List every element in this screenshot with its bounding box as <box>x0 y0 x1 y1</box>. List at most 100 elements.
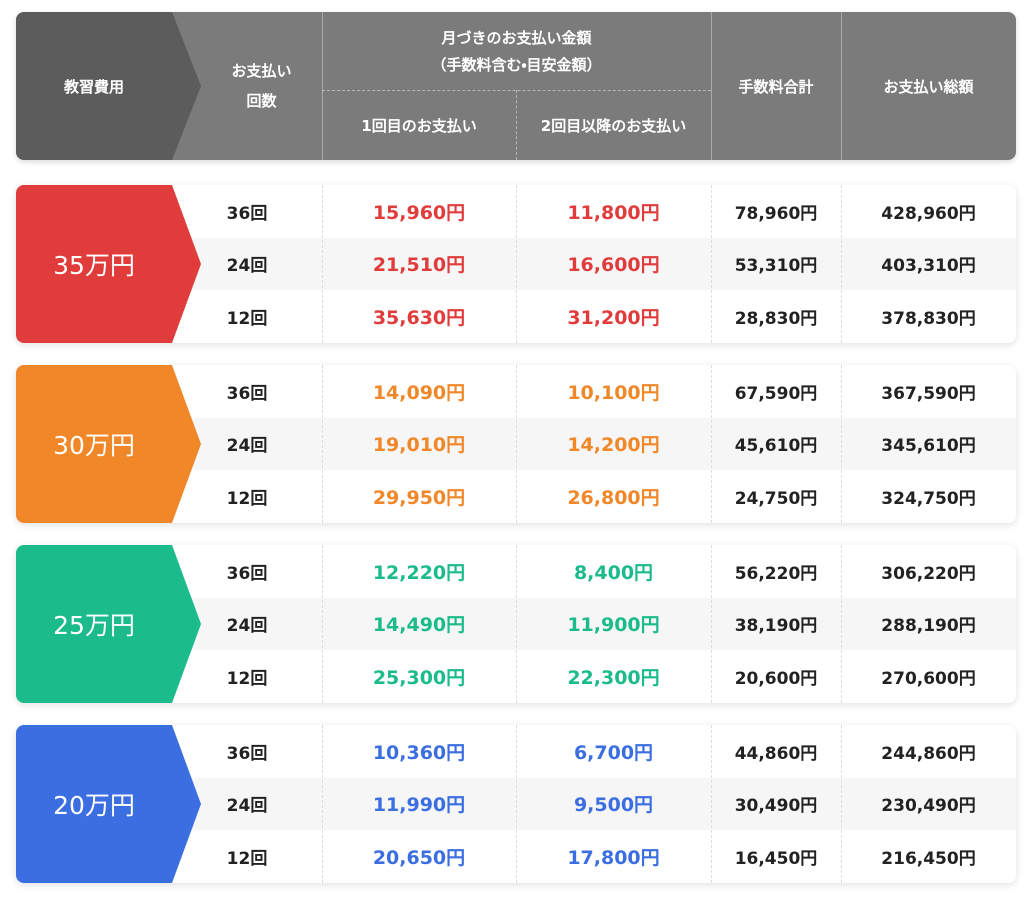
price-group: 36回 10,360円 6,700円 44,860円 244,860円 24回 11,990… <box>16 725 1016 883</box>
count: 12回 <box>226 308 268 329</box>
column-divider <box>711 545 712 703</box>
fee-total: 28,830円 <box>734 308 818 329</box>
column-divider <box>516 365 517 523</box>
grand-total: 345,610円 <box>881 436 976 457</box>
header-monthly: 月づきのお支払い金額 <box>441 28 592 47</box>
header-monthly-note: （手数料含む・目安金額） <box>431 55 602 74</box>
later-payment: 11,800円 <box>567 201 660 224</box>
group-label-bg <box>16 545 201 703</box>
later-payment: 16,600円 <box>567 254 660 277</box>
fee-total: 30,490円 <box>734 796 818 817</box>
first-payment: 14,490円 <box>372 614 466 637</box>
later-payment: 31,200円 <box>567 306 660 329</box>
header-later: 2回目以降のお支払い <box>540 116 687 135</box>
column-divider <box>516 545 517 703</box>
header-divider <box>841 12 842 160</box>
count: 12回 <box>226 848 268 869</box>
grand-total: 378,830円 <box>881 308 976 329</box>
fee-total: 20,600円 <box>734 668 818 689</box>
grand-total: 428,960円 <box>881 203 976 224</box>
first-payment: 15,960円 <box>372 201 466 224</box>
later-payment: 17,800円 <box>567 846 660 869</box>
first-payment: 21,510円 <box>372 254 466 277</box>
header-divider <box>322 90 711 91</box>
price-group: 36回 15,960円 11,800円 78,960円 428,960円 24回 21,51… <box>16 185 1016 343</box>
column-divider <box>711 365 712 523</box>
first-payment: 11,990円 <box>372 794 466 817</box>
fee-total: 38,190円 <box>734 616 818 637</box>
later-payment: 9,500円 <box>573 794 654 817</box>
first-payment: 20,650円 <box>372 846 466 869</box>
later-payment: 22,300円 <box>567 666 660 689</box>
group-label: 25万円 <box>53 611 135 640</box>
group-label-bg <box>16 365 201 523</box>
fee-total: 45,610円 <box>734 436 818 457</box>
count: 12回 <box>226 668 268 689</box>
grand-total: 288,190円 <box>881 616 976 637</box>
first-payment: 10,360円 <box>372 741 466 764</box>
header-divider <box>322 12 323 160</box>
count: 24回 <box>226 616 268 637</box>
grand-total: 230,490円 <box>881 796 976 817</box>
column-divider <box>516 725 517 883</box>
grand-total: 244,860円 <box>881 743 976 764</box>
fee-total: 67,590円 <box>734 383 818 404</box>
column-divider <box>322 725 323 883</box>
header-cost-bg <box>16 12 201 160</box>
header-first: 1回目のお支払い <box>361 116 477 135</box>
first-payment: 12,220円 <box>372 561 466 584</box>
first-payment: 25,300円 <box>372 666 466 689</box>
fee-total: 56,220円 <box>734 563 818 584</box>
header-total: お支払い総額 <box>883 77 974 96</box>
first-payment: 19,010円 <box>372 434 466 457</box>
later-payment: 10,100円 <box>567 381 660 404</box>
count: 12回 <box>226 488 268 509</box>
count: 36回 <box>226 383 268 404</box>
column-divider <box>516 185 517 343</box>
count: 24回 <box>226 796 268 817</box>
fee-total: 16,450円 <box>734 848 818 869</box>
later-payment: 11,900円 <box>567 614 660 637</box>
price-group: 36回 12,220円 8,400円 56,220円 306,220円 24回 14,490… <box>16 545 1016 703</box>
later-payment: 6,700円 <box>573 741 654 764</box>
column-divider <box>711 725 712 883</box>
count: 36回 <box>226 203 268 224</box>
first-payment: 14,090円 <box>372 381 466 404</box>
later-payment: 26,800円 <box>567 486 660 509</box>
group-label: 20万円 <box>53 791 135 820</box>
fee-total: 44,860円 <box>734 743 818 764</box>
header-divider <box>516 90 517 160</box>
column-divider <box>841 365 842 523</box>
grand-total: 216,450円 <box>881 848 976 869</box>
grand-total: 324,750円 <box>881 488 976 509</box>
first-payment: 35,630円 <box>372 306 466 329</box>
fee-total: 24,750円 <box>734 488 818 509</box>
column-divider <box>841 725 842 883</box>
column-divider <box>841 545 842 703</box>
column-divider <box>711 185 712 343</box>
count: 24回 <box>226 436 268 457</box>
header-cost: 教習費用 <box>63 77 124 96</box>
group-label: 30万円 <box>53 431 135 460</box>
fee-total: 78,960円 <box>734 203 818 224</box>
later-payment: 8,400円 <box>573 561 654 584</box>
group-label-bg <box>16 725 201 883</box>
header-count: お支払い回数 <box>231 62 292 110</box>
count: 24回 <box>226 256 268 277</box>
group-label-bg <box>16 185 201 343</box>
column-divider <box>841 185 842 343</box>
header-divider <box>711 12 712 160</box>
column-divider <box>322 365 323 523</box>
column-divider <box>322 545 323 703</box>
grand-total: 306,220円 <box>881 563 976 584</box>
later-payment: 14,200円 <box>567 434 660 457</box>
first-payment: 29,950円 <box>372 486 466 509</box>
grand-total: 270,600円 <box>881 668 976 689</box>
fee-total: 53,310円 <box>734 256 818 277</box>
column-divider <box>322 185 323 343</box>
header-fee: 手数料合計 <box>738 77 814 96</box>
group-label: 35万円 <box>53 251 135 280</box>
grand-total: 367,590円 <box>881 383 976 404</box>
count: 36回 <box>226 743 268 764</box>
